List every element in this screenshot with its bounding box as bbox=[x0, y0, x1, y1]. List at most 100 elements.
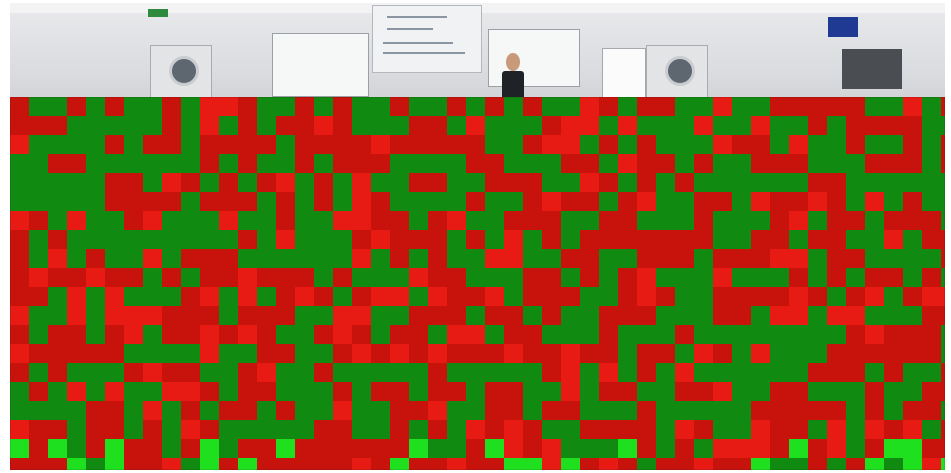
mosaic-cell bbox=[124, 306, 143, 325]
mosaic-cell bbox=[675, 249, 694, 268]
mosaic-cell bbox=[580, 306, 599, 325]
mosaic-cell bbox=[48, 344, 67, 363]
mosaic-cell bbox=[485, 135, 504, 154]
mosaic-cell bbox=[314, 249, 333, 268]
mosaic-cell bbox=[542, 287, 561, 306]
mosaic-cell bbox=[656, 230, 675, 249]
mosaic-cell bbox=[105, 439, 124, 458]
mosaic-cell bbox=[941, 268, 945, 287]
mosaic-cell bbox=[162, 401, 181, 420]
mosaic-cell bbox=[295, 382, 314, 401]
mosaic-cell bbox=[675, 192, 694, 211]
mosaic-cell bbox=[808, 116, 827, 135]
mosaic-cell bbox=[67, 382, 86, 401]
mosaic-cell bbox=[352, 458, 371, 470]
mosaic-cell bbox=[238, 420, 257, 439]
mosaic-cell bbox=[219, 116, 238, 135]
mosaic-cell bbox=[618, 382, 637, 401]
slide-text-line bbox=[383, 52, 465, 54]
mosaic-cell bbox=[789, 192, 808, 211]
mosaic-cell bbox=[789, 154, 808, 173]
mosaic-cell bbox=[637, 192, 656, 211]
mosaic-cell bbox=[390, 154, 409, 173]
mosaic-cell bbox=[903, 306, 922, 325]
mosaic-cell bbox=[675, 344, 694, 363]
mosaic-cell bbox=[10, 420, 29, 439]
mosaic-cell bbox=[409, 230, 428, 249]
mosaic-cell bbox=[124, 439, 143, 458]
mosaic-cell bbox=[618, 135, 637, 154]
mosaic-cell bbox=[580, 344, 599, 363]
mosaic-cell bbox=[314, 135, 333, 154]
mosaic-cell bbox=[808, 344, 827, 363]
mosaic-cell bbox=[371, 382, 390, 401]
mosaic-cell bbox=[675, 382, 694, 401]
mosaic-cell bbox=[124, 249, 143, 268]
mosaic-cell bbox=[105, 268, 124, 287]
mosaic-cell bbox=[295, 306, 314, 325]
mosaic-cell bbox=[162, 420, 181, 439]
mosaic-cell bbox=[466, 154, 485, 173]
mosaic-cell bbox=[770, 211, 789, 230]
mosaic-cell bbox=[428, 344, 447, 363]
mosaic-cell bbox=[789, 458, 808, 470]
mosaic-cell bbox=[846, 287, 865, 306]
mosaic-cell bbox=[599, 249, 618, 268]
mosaic-cell bbox=[922, 401, 941, 420]
mosaic-cell bbox=[675, 211, 694, 230]
mosaic-cell bbox=[67, 344, 86, 363]
mosaic-cell bbox=[523, 420, 542, 439]
mosaic-cell bbox=[143, 401, 162, 420]
mosaic-cell bbox=[238, 458, 257, 470]
mosaic-cell bbox=[789, 97, 808, 116]
mosaic-cell bbox=[713, 268, 732, 287]
mosaic-cell bbox=[86, 420, 105, 439]
mosaic-cell bbox=[580, 420, 599, 439]
mosaic-cell bbox=[637, 325, 656, 344]
mosaic-cell bbox=[656, 287, 675, 306]
mosaic-cell bbox=[523, 135, 542, 154]
mosaic-cell bbox=[67, 439, 86, 458]
mosaic-cell bbox=[257, 135, 276, 154]
mosaic-cell bbox=[618, 173, 637, 192]
mosaic-cell bbox=[10, 268, 29, 287]
mosaic-cell bbox=[428, 268, 447, 287]
mosaic-cell bbox=[846, 363, 865, 382]
mosaic-cell bbox=[124, 382, 143, 401]
mosaic-cell bbox=[48, 439, 67, 458]
mosaic-cell bbox=[941, 325, 945, 344]
mosaic-cell bbox=[523, 192, 542, 211]
mosaic-cell bbox=[333, 230, 352, 249]
mosaic-cell bbox=[48, 192, 67, 211]
mosaic-cell bbox=[694, 458, 713, 470]
mosaic-cell bbox=[846, 382, 865, 401]
mosaic-cell bbox=[941, 116, 945, 135]
mosaic-cell bbox=[48, 211, 67, 230]
mosaic-cell bbox=[846, 458, 865, 470]
mosaic-cell bbox=[789, 344, 808, 363]
mosaic-cell bbox=[10, 306, 29, 325]
mosaic-cell bbox=[181, 211, 200, 230]
mosaic-cell bbox=[257, 344, 276, 363]
mosaic-cell bbox=[143, 344, 162, 363]
mosaic-cell bbox=[789, 325, 808, 344]
mosaic-cell bbox=[694, 306, 713, 325]
mosaic-cell bbox=[485, 458, 504, 470]
mosaic-cell bbox=[390, 401, 409, 420]
mosaic-cell bbox=[447, 306, 466, 325]
mosaic-cell bbox=[884, 382, 903, 401]
mosaic-cell bbox=[333, 363, 352, 382]
mosaic-cell bbox=[694, 344, 713, 363]
mosaic-cell bbox=[504, 268, 523, 287]
mosaic-cell bbox=[428, 306, 447, 325]
mosaic-cell bbox=[637, 249, 656, 268]
mosaic-cell bbox=[352, 287, 371, 306]
mosaic-cell bbox=[808, 382, 827, 401]
mosaic-cell bbox=[10, 192, 29, 211]
mosaic-cell bbox=[922, 211, 941, 230]
mosaic-cell bbox=[732, 173, 751, 192]
mosaic-cell bbox=[827, 401, 846, 420]
mosaic-cell bbox=[580, 135, 599, 154]
mosaic-cell bbox=[675, 325, 694, 344]
mosaic-cell bbox=[618, 154, 637, 173]
